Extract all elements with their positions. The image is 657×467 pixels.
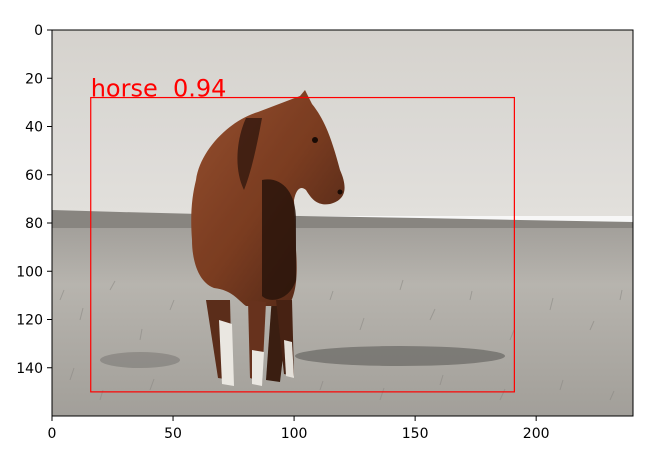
horse-figure [191, 90, 345, 386]
y-tick-label: 60 [25, 168, 43, 184]
x-tick-label: 150 [402, 426, 429, 442]
y-tick-label: 140 [16, 361, 43, 377]
y-tick-label: 0 [34, 23, 43, 39]
ground-shadow-left [100, 352, 180, 368]
detection-label: horse 0.94 [91, 75, 227, 103]
x-tick-label: 50 [164, 426, 182, 442]
x-tick-label: 200 [523, 426, 550, 442]
ground-shadow [295, 346, 505, 366]
y-tick-label: 120 [16, 313, 43, 329]
y-axis: 0 20 40 60 80 100 120 140 [16, 23, 52, 377]
y-tick-label: 40 [25, 120, 43, 136]
detections-layer: horse 0.94 [90, 75, 515, 393]
x-tick-label: 100 [281, 426, 308, 442]
detection-box [90, 96, 515, 393]
grass-field [52, 228, 633, 416]
grass-texture [59, 279, 623, 401]
y-tick-label: 20 [25, 71, 43, 87]
horse-photo [52, 30, 633, 416]
y-tick-label: 80 [25, 216, 43, 232]
x-tick-label: 0 [48, 426, 57, 442]
x-axis: 0 50 100 150 200 [48, 416, 550, 442]
y-tick-label: 100 [16, 264, 43, 280]
